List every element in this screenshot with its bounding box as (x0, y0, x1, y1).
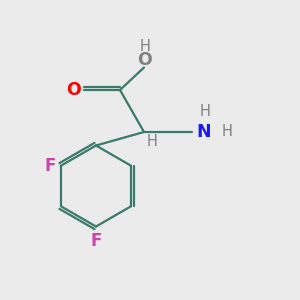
Text: O: O (66, 81, 81, 99)
Text: H: H (200, 104, 211, 119)
Text: F: F (90, 232, 102, 250)
Text: O: O (136, 51, 152, 69)
Text: H: H (222, 124, 233, 140)
Text: N: N (196, 123, 211, 141)
Text: F: F (44, 157, 56, 175)
Text: H: H (140, 39, 151, 54)
Text: H: H (146, 134, 157, 149)
